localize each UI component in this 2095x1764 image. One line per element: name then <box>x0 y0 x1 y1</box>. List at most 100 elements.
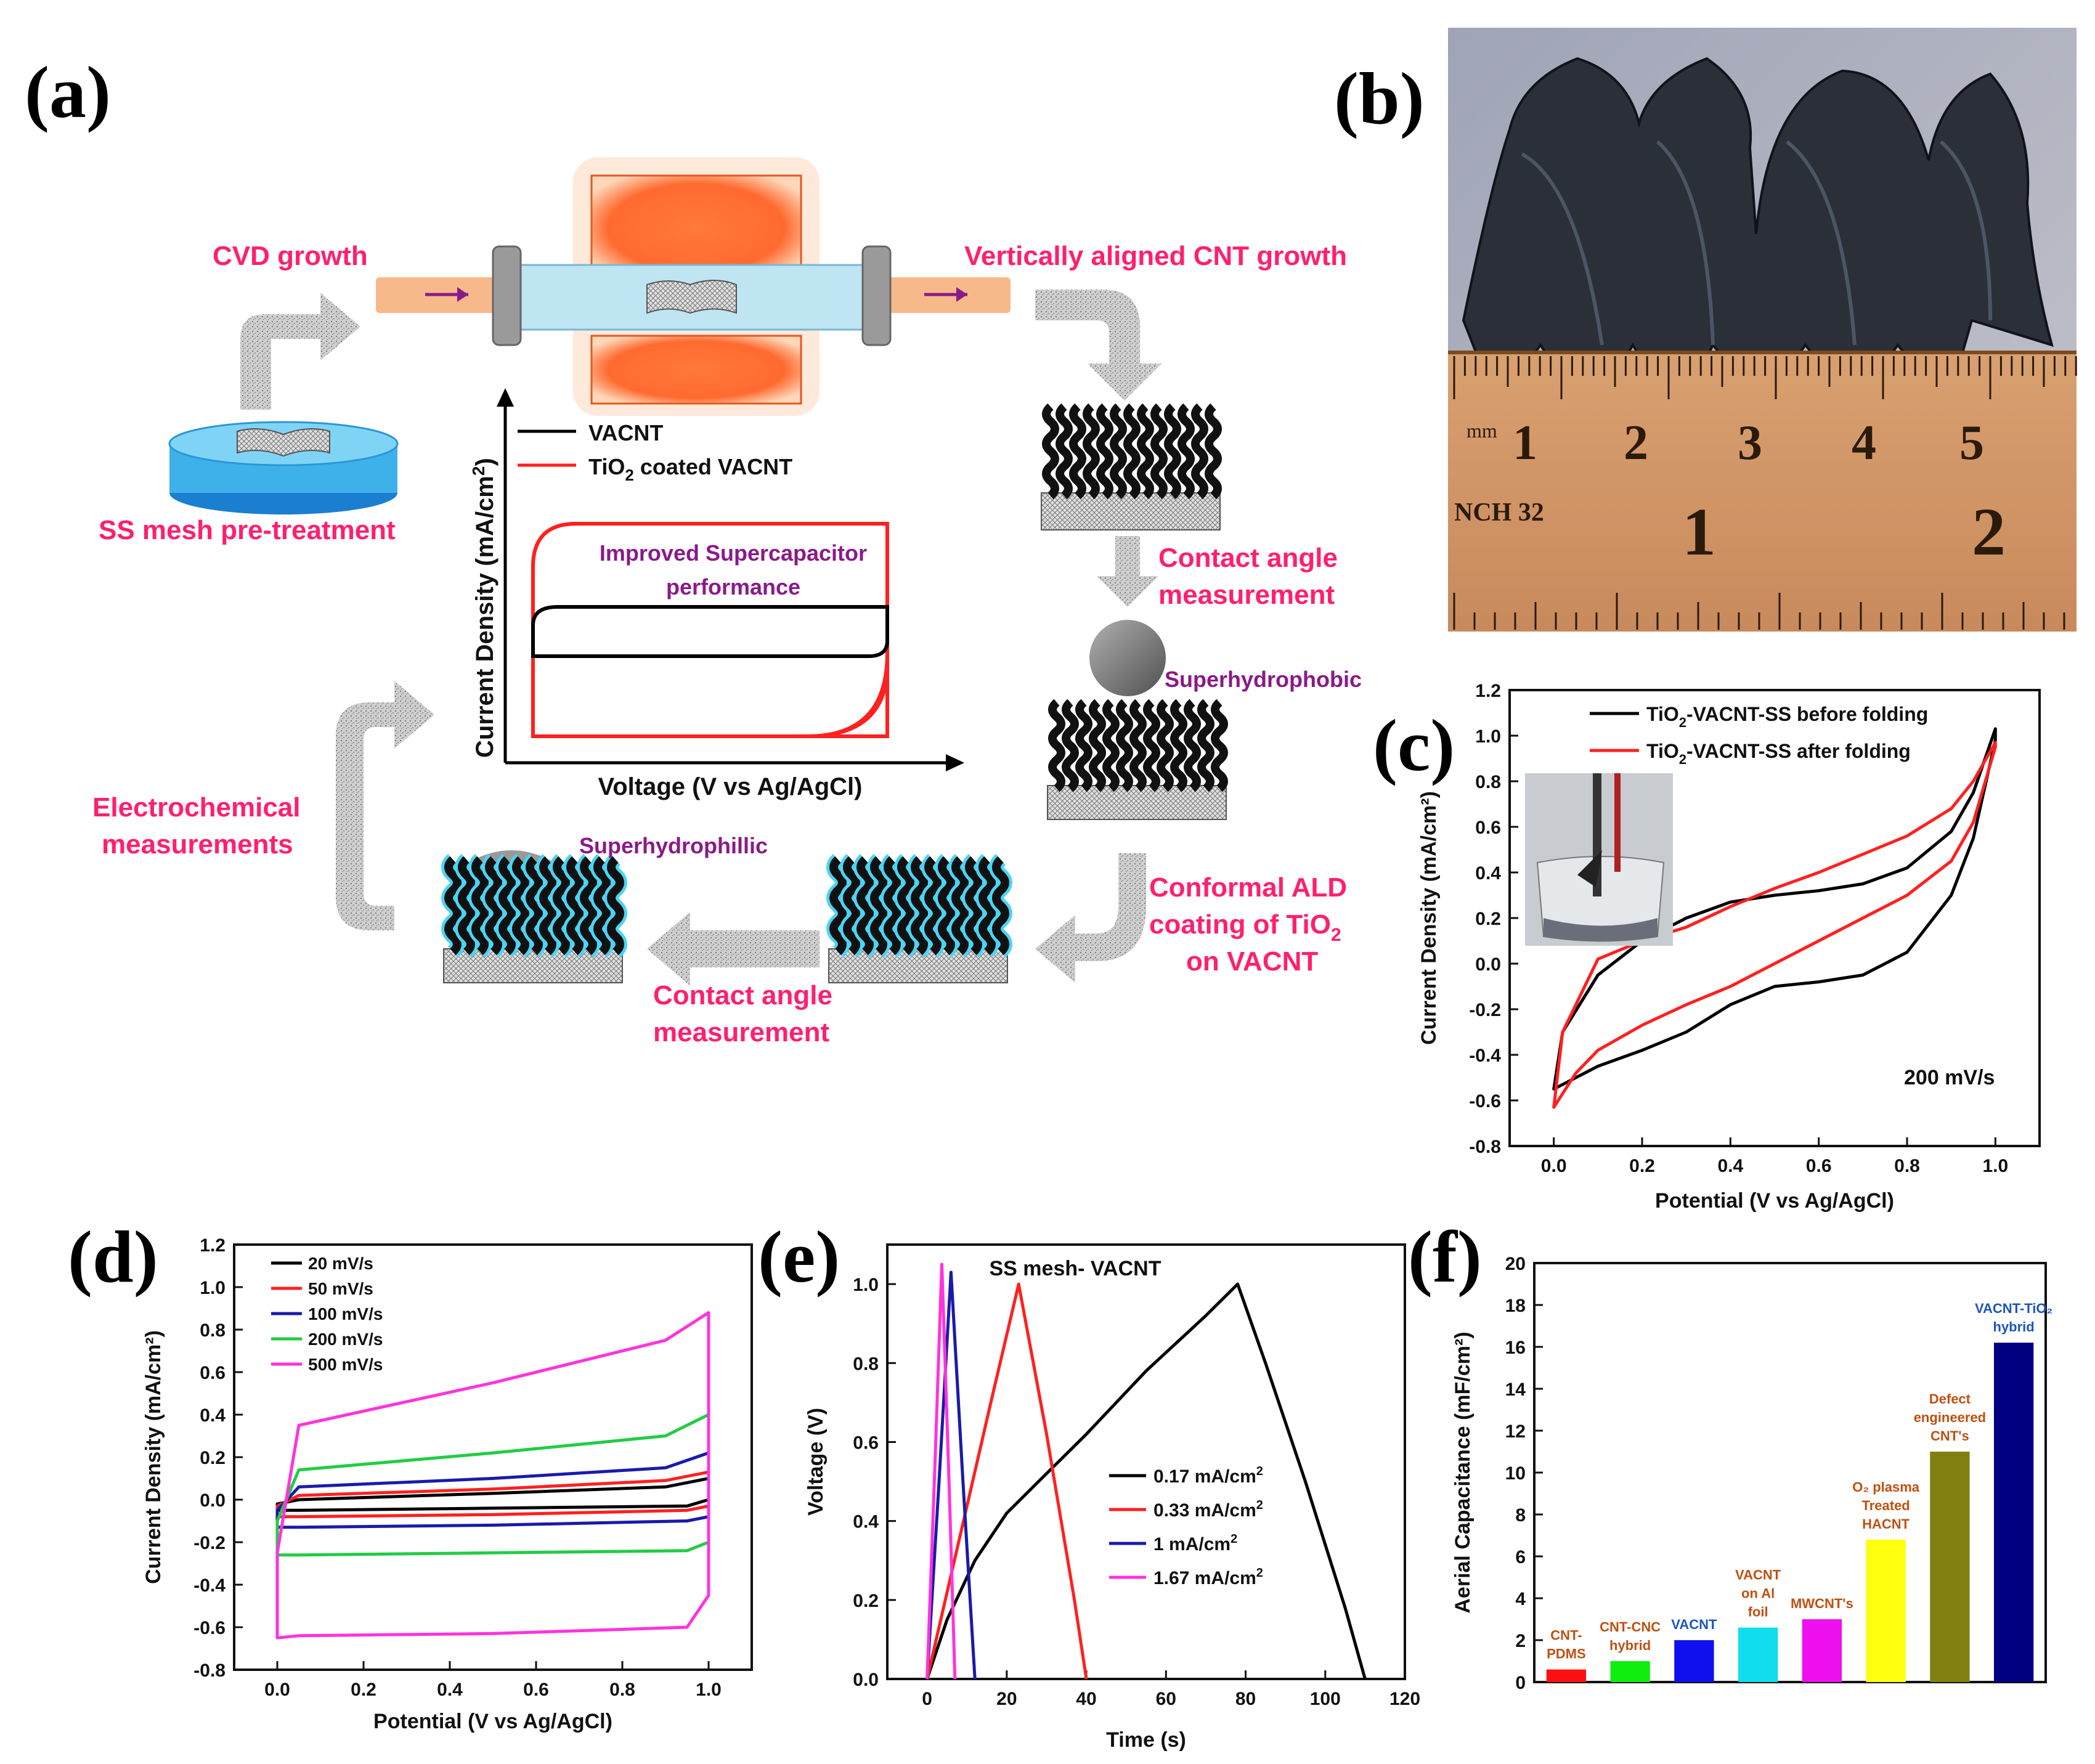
ald-line-1: Conformal ALD <box>1149 872 1347 903</box>
legend-entry: 0.17 mA/cm2 <box>1153 1465 1263 1487</box>
legend-entry: 20 mV/s <box>308 1254 373 1273</box>
panel-label-e: (e) <box>758 1216 840 1298</box>
cnt-strand <box>1069 403 1086 500</box>
cnt-strand <box>485 856 502 956</box>
y-tick-label: 0.4 <box>853 1512 879 1532</box>
inset-ylabel: Current Density (mA/cm2) <box>469 458 498 758</box>
inset-legend-tio2: TiO2 coated VACNT <box>588 454 792 484</box>
bar-category-label: hybrid <box>1993 1319 2035 1335</box>
bar-category-label: Defect <box>1929 1391 1971 1407</box>
cnt-strand <box>1042 403 1059 500</box>
schematic-a: CVD growth Vertically aligned CNT growth… <box>92 157 1362 1047</box>
cnt-strand <box>1170 699 1187 792</box>
bar-category-label: O₂ plasma <box>1852 1479 1920 1495</box>
y-tick-label: -0.2 <box>1469 1000 1501 1020</box>
cnt-strand <box>938 856 955 956</box>
legend-sup: 2 <box>1256 1498 1263 1512</box>
cnt-strand <box>1211 699 1228 792</box>
x-tick-label: 0.2 <box>1629 1156 1655 1176</box>
cnt-strand <box>951 856 969 956</box>
legend-entry: 500 mV/s <box>308 1355 383 1374</box>
electrochem-line-2: measurements <box>102 829 293 860</box>
y-tick-label: 10 <box>1505 1463 1526 1484</box>
coated-forest-left <box>441 850 627 983</box>
x-tick-label: 20 <box>996 1689 1017 1709</box>
contact-angle-2b: measurement <box>653 1017 829 1047</box>
bar-category-label: CNT- <box>1550 1628 1582 1643</box>
cnt-strand <box>1102 699 1120 792</box>
y-tick-label: 4 <box>1515 1589 1526 1609</box>
y-tick-label: 0.8 <box>853 1354 879 1374</box>
series-loop-4 <box>275 1311 710 1640</box>
y-tick-label: -0.8 <box>193 1660 226 1681</box>
scan-rate-annotation: 200 mV/s <box>1904 1066 1995 1089</box>
ruler-number: 1 <box>1513 416 1537 470</box>
inset-cv-schematic: VACNT TiO2 coated VACNT Improved Superca… <box>469 388 964 800</box>
cnt-strand <box>1197 699 1214 792</box>
ruler-number: 4 <box>1852 416 1876 470</box>
y-tick-label: 18 <box>1505 1296 1526 1316</box>
y-axis-label: Voltage (V) <box>804 1408 828 1516</box>
x-tick-label: 0.6 <box>523 1680 549 1700</box>
y-tick-label: 1.0 <box>1475 726 1501 747</box>
bar-6 <box>1930 1452 1970 1682</box>
y-tick-label: 0.2 <box>200 1448 226 1468</box>
legend-text: 0.17 mA/cm <box>1153 1466 1256 1487</box>
ruler-inch-label: NCH 32 <box>1454 498 1544 527</box>
bar-category-label: VACNT <box>1671 1617 1717 1632</box>
y-tick-label: 0 <box>1515 1673 1526 1693</box>
y-tick-label: -0.2 <box>193 1533 226 1553</box>
cvd-furnace <box>376 157 1011 416</box>
ruler-number: 5 <box>1959 416 1984 470</box>
series-line-2 <box>925 1270 977 1680</box>
y-tick-label: 16 <box>1505 1338 1526 1358</box>
chart-d: -0.8 -0.6 -0.4 -0.2 0.0 0.2 0.4 0.6 0.8 1.0 1.2 0.0… <box>142 1235 753 1733</box>
x-tick-label: 80 <box>1235 1689 1256 1709</box>
y-tick-label: -0.6 <box>1469 1091 1501 1112</box>
panel-label-a: (a) <box>25 51 111 133</box>
x-tick-label: 1.0 <box>1982 1156 2008 1176</box>
x-tick-label: 0.8 <box>609 1680 635 1700</box>
ruler-number: 2 <box>1624 416 1648 470</box>
arrow-to-ald <box>1035 853 1146 983</box>
coated-forest-center <box>826 854 1012 983</box>
x-tick-label: 0.0 <box>1541 1156 1567 1176</box>
arrow-left <box>647 912 820 986</box>
x-tick-label: 0.6 <box>1806 1156 1832 1176</box>
y-tick-label: 0.2 <box>1475 909 1501 929</box>
y-tick-label: 0.2 <box>853 1591 879 1611</box>
y-axis-label: Aerial Capacitance (mF/cm²) <box>1451 1331 1475 1613</box>
electrochem-line-1: Electrochemical <box>92 792 301 823</box>
y-tick-label: 1.2 <box>1475 681 1501 701</box>
bar-7 <box>1993 1343 2034 1682</box>
y-tick-label: 6 <box>1515 1547 1526 1567</box>
cnt-strand <box>1056 403 1073 500</box>
panel-label-c: (c) <box>1373 704 1455 786</box>
contact-angle-2a: Contact angle <box>653 980 832 1010</box>
bar-category-label: CNT's <box>1930 1428 1969 1444</box>
ald-line-2: coating of TiO2 <box>1149 909 1341 945</box>
superhydrophillic-label: Superhydrophillic <box>579 833 768 858</box>
chart-c-inset-photo <box>1525 773 1673 946</box>
panel-label-b: (b) <box>1334 57 1425 139</box>
y-tick-label: -0.4 <box>193 1575 226 1596</box>
x-axis-label: Time (s) <box>1106 1728 1186 1752</box>
cnt-strand <box>992 856 1009 956</box>
y-tick-label: 0.0 <box>853 1670 879 1690</box>
contact-angle-1b: measurement <box>1158 580 1335 610</box>
bar-category-label: VACNT <box>1735 1567 1781 1583</box>
bar-category-label: MWCNT's <box>1791 1596 1853 1611</box>
cnt-strand <box>1178 403 1195 500</box>
legend-text: -VACNT-SS before folding <box>1686 703 1928 725</box>
bar-category-label: on Al <box>1741 1586 1775 1601</box>
y-tick-label: 12 <box>1505 1421 1526 1442</box>
legend-text: 1 mA/cm <box>1153 1534 1231 1555</box>
y-tick-label: 0.0 <box>1475 954 1501 975</box>
y-tick-label: 0.6 <box>853 1433 879 1453</box>
cnt-strand <box>1062 699 1079 792</box>
series-line-1 <box>1552 741 1997 1109</box>
x-tick-label: 120 <box>1389 1689 1420 1709</box>
y-tick-label: 0.0 <box>200 1490 226 1511</box>
legend-text: TiO <box>1646 740 1679 762</box>
y-tick-label: 14 <box>1505 1380 1526 1400</box>
